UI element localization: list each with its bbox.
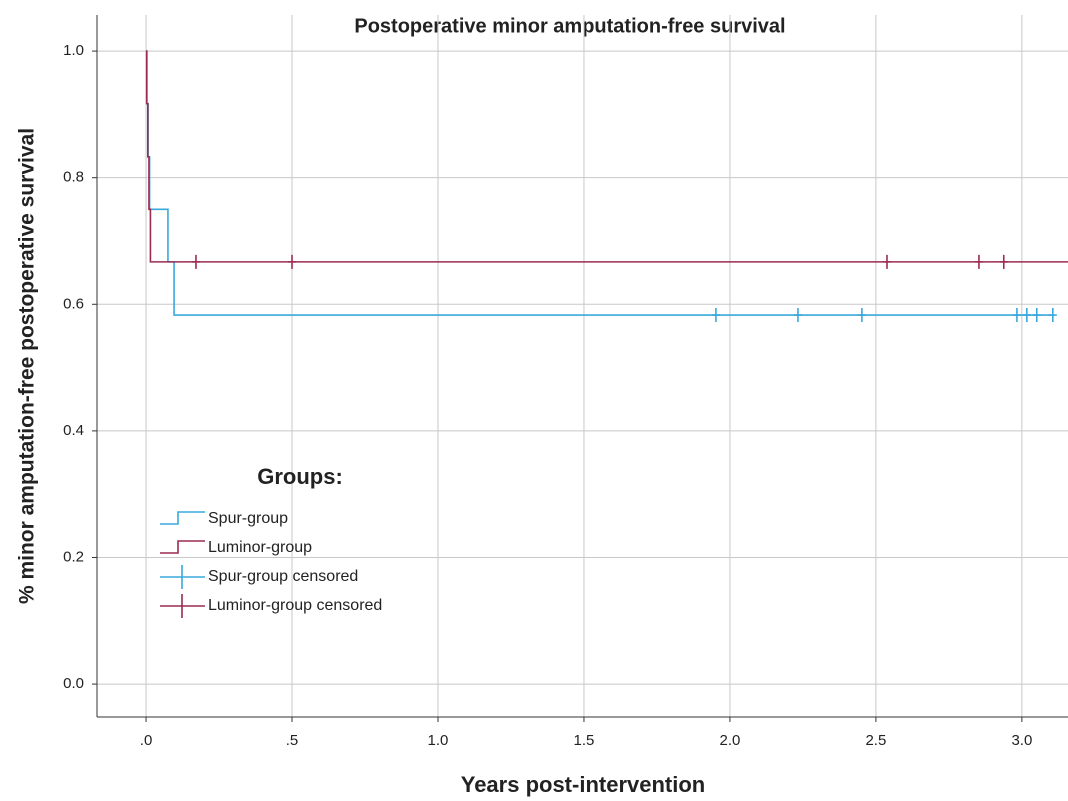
censor-mark: [1032, 308, 1041, 323]
censor-mark: [1012, 308, 1021, 323]
censor-mark: [191, 254, 200, 269]
y-tick-label: 0.8: [63, 169, 84, 186]
legend-symbol: [160, 540, 205, 554]
legend-label: Spur-group censored: [208, 568, 358, 585]
censor-mark: [999, 254, 1008, 269]
x-axis-label: Years post-intervention: [461, 772, 706, 797]
censor-mark: [288, 254, 297, 269]
censor-mark: [974, 254, 983, 269]
x-tick-label: .0: [140, 732, 153, 749]
legend-symbol: [160, 594, 205, 618]
censor-mark: [793, 308, 802, 323]
y-tick-label: 0.2: [63, 548, 84, 565]
x-tick-label: 3.0: [1011, 732, 1032, 749]
survival-curve: [145, 50, 1068, 263]
x-tick-label: 2.0: [720, 732, 741, 749]
x-tick-label: 1.0: [428, 732, 449, 749]
x-tick-label: 1.5: [574, 732, 595, 749]
legend-label: Spur-group: [208, 510, 288, 527]
legend-symbol: [160, 565, 205, 589]
legend-label: Luminor-group: [208, 539, 312, 556]
x-tick-label: .5: [286, 732, 299, 749]
legend-symbol: [160, 511, 205, 525]
censor-mark: [1048, 308, 1057, 323]
legend-label: Luminor-group censored: [208, 597, 382, 614]
chart-title: Postoperative minor amputation-free surv…: [354, 15, 785, 37]
y-axis-label: % minor amputation-free postoperative su…: [16, 128, 39, 604]
censor-mark: [882, 254, 891, 269]
y-tick-label: 0.0: [63, 675, 84, 692]
censor-mark: [1022, 308, 1031, 323]
censor-mark: [711, 308, 720, 323]
legend-title: Groups:: [257, 464, 343, 489]
censor-mark: [857, 308, 866, 323]
y-tick-label: 1.0: [63, 42, 84, 59]
y-tick-label: 0.6: [63, 295, 84, 312]
x-tick-label: 2.5: [865, 732, 886, 749]
y-tick-label: 0.4: [63, 422, 84, 439]
